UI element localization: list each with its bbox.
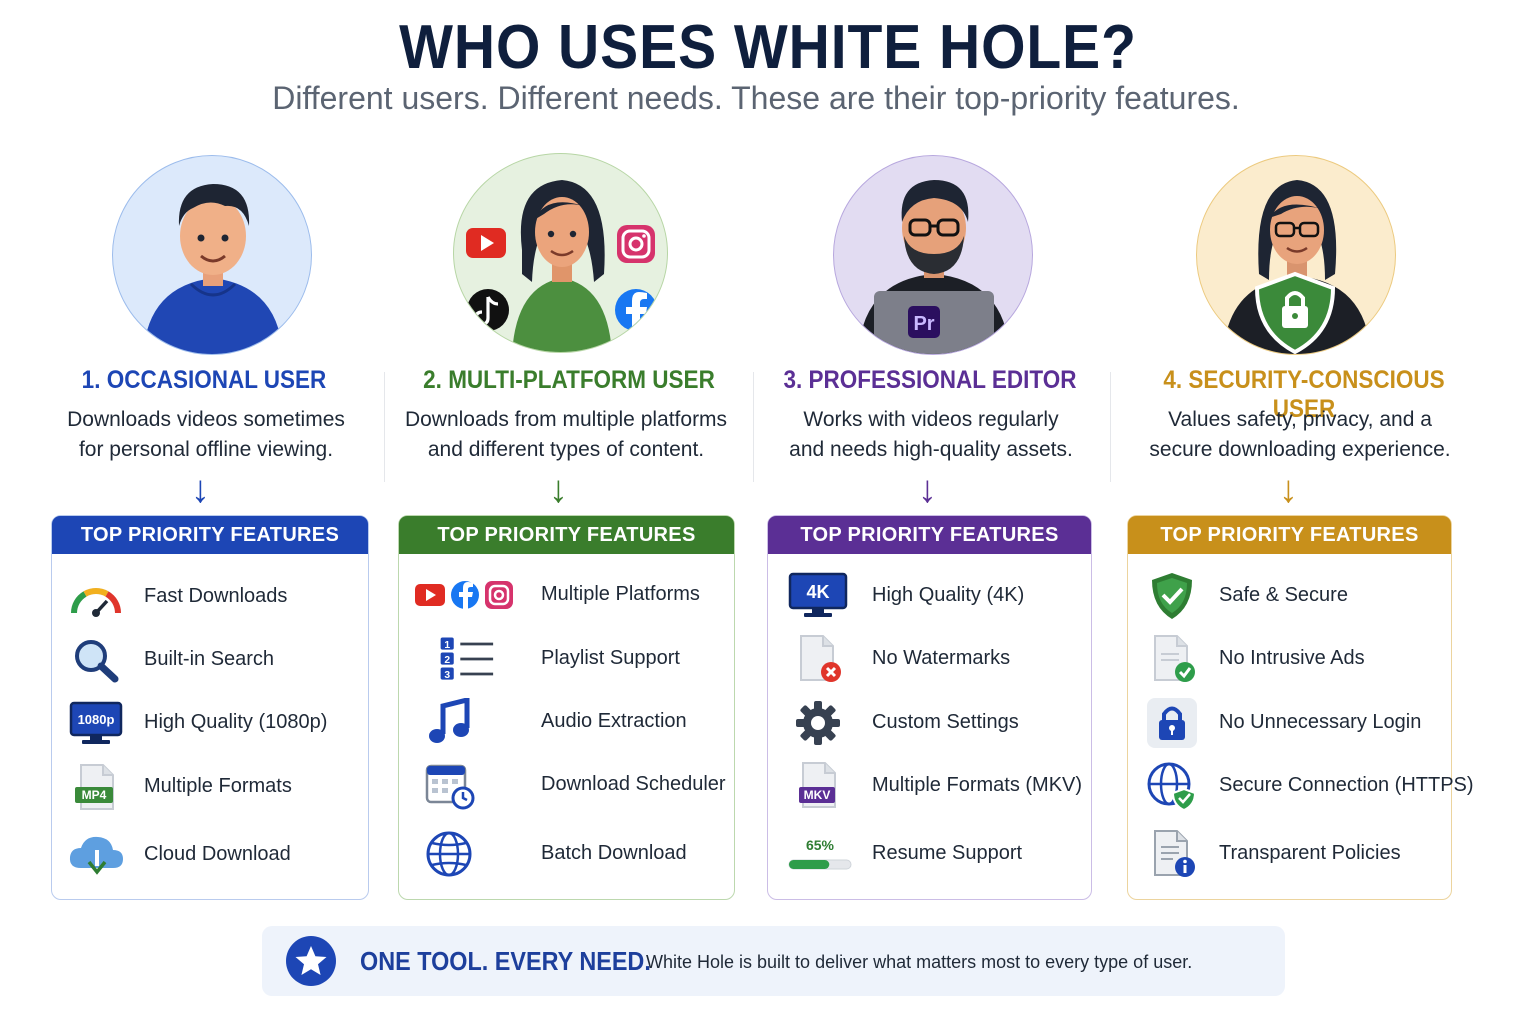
feature-label: Cloud Download — [144, 843, 291, 865]
feature-label: Multiple Formats (MKV) — [872, 774, 1083, 796]
instagram-icon — [617, 225, 655, 263]
persona-title-security: 4. SECURITY-CONSCIOUS USER — [1163, 366, 1445, 423]
calendar-clock-icon — [419, 760, 479, 810]
avatar-occasional-user — [112, 155, 312, 355]
list-number: 2 — [444, 655, 450, 666]
persona-desc-professional: Works with videos regularly and needs hi… — [745, 405, 1117, 465]
resolution-label: 1080p — [78, 712, 115, 727]
down-arrow-icon: ↓ — [1279, 469, 1298, 511]
progress-bar-icon: 65% — [788, 829, 854, 879]
persona-desc-line: and different types of content. — [427, 438, 705, 461]
feature-label: Custom Settings — [872, 711, 1019, 733]
persona-title-multi-platform: 2. MULTI-PLATFORM USER — [423, 366, 715, 394]
persona-desc-line: for personal offline viewing. — [78, 438, 334, 461]
persona-desc-line: and needs high-quality assets. — [789, 438, 1073, 461]
feature-label: Built-in Search — [144, 648, 275, 670]
feature-label: Download Scheduler — [541, 773, 726, 795]
persona-desc-multi-platform: Downloads from multiple platforms and di… — [380, 405, 752, 465]
feature-label: No Unnecessary Login — [1219, 711, 1422, 733]
shield-check-icon — [1142, 571, 1202, 621]
document-check-icon — [1142, 634, 1202, 684]
features-card-occasional: TOP PRIORITY FEATURES Fast Downloads Bui… — [51, 515, 369, 900]
persona-title-professional: 3. PROFESSIONAL EDITOR — [783, 366, 1077, 394]
feature-label: Playlist Support — [541, 647, 680, 669]
banner-headline: ONE TOOL. EVERY NEED. — [360, 946, 651, 976]
premiere-label: Pr — [913, 313, 934, 335]
down-arrow-icon: ↓ — [918, 469, 937, 511]
feature-label: Audio Extraction — [541, 710, 687, 732]
persona-title-occasional: 1. OCCASIONAL USER — [81, 366, 327, 394]
feature-label: No Watermarks — [872, 647, 1011, 669]
feature-label: Safe & Secure — [1219, 584, 1348, 606]
speedometer-icon — [66, 572, 126, 622]
features-card-multi-platform: TOP PRIORITY FEATURES Multiple Platforms… — [398, 515, 735, 900]
card-header: TOP PRIORITY FEATURES — [399, 516, 734, 554]
column-divider — [1110, 372, 1111, 482]
features-card-security: TOP PRIORITY FEATURES Safe & Secure No I… — [1127, 515, 1474, 900]
persona-desc-line: secure downloading experience. — [1149, 438, 1451, 461]
monitor-1080p-icon: 1080p — [66, 698, 126, 748]
progress-label: 65% — [806, 837, 835, 853]
list-number: 1 — [444, 640, 450, 651]
persona-desc-occasional: Downloads videos sometimes for personal … — [20, 405, 392, 465]
document-info-icon — [1142, 829, 1202, 879]
persona-desc-line: Works with videos regularly — [803, 408, 1059, 431]
features-card-professional: TOP PRIORITY FEATURES 4K High Quality (4… — [767, 515, 1092, 900]
column-divider — [384, 372, 385, 482]
padlock-icon — [1142, 698, 1202, 748]
feature-label: Batch Download — [541, 842, 687, 864]
cloud-download-icon — [66, 830, 126, 880]
persona-desc-line: Downloads videos sometimes — [67, 408, 345, 431]
feature-label: Transparent Policies — [1219, 842, 1401, 864]
avatar-professional-editor: Pr — [833, 155, 1033, 355]
resolution-label: 4K — [806, 582, 829, 602]
down-arrow-icon: ↓ — [191, 469, 210, 511]
card-header: TOP PRIORITY FEATURES — [1128, 516, 1451, 554]
feature-label: Multiple Formats — [144, 775, 292, 797]
numbered-list-icon: 1 2 3 — [435, 634, 495, 684]
star-icon — [286, 936, 336, 986]
mp4-file-icon: MP4 — [66, 762, 126, 812]
feature-label: Resume Support — [872, 842, 1023, 864]
feature-label: No Intrusive Ads — [1219, 647, 1365, 669]
avatar-multi-platform-user — [453, 153, 668, 353]
page-title: WHO USES WHITE HOLE? — [399, 13, 1137, 82]
avatar-security-conscious-user — [1196, 155, 1396, 355]
feature-label: High Quality (1080p) — [144, 711, 328, 733]
feature-label: High Quality (4K) — [872, 584, 1025, 606]
tiktok-icon — [467, 289, 509, 331]
page-subtitle: Different users. Different needs. These … — [272, 80, 1240, 116]
social-platforms-icon — [413, 570, 517, 620]
magnifier-icon — [66, 635, 126, 685]
persona-desc-line: Downloads from multiple platforms — [404, 408, 728, 431]
monitor-4k-icon: 4K — [788, 571, 848, 621]
feature-label: Fast Downloads — [144, 585, 288, 607]
column-divider — [753, 372, 754, 482]
persona-desc-security: Values safety, privacy, and a secure dow… — [1114, 405, 1486, 465]
gear-icon — [788, 698, 848, 748]
persona-desc-line: Values safety, privacy, and a — [1168, 408, 1432, 431]
feature-label: Secure Connection (HTTPS) — [1219, 774, 1474, 796]
youtube-icon — [466, 228, 506, 258]
down-arrow-icon: ↓ — [549, 469, 568, 511]
no-watermark-file-icon — [788, 634, 848, 684]
feature-label: Multiple Platforms — [541, 583, 700, 605]
facebook-icon — [615, 289, 657, 331]
card-header: TOP PRIORITY FEATURES — [52, 516, 368, 554]
list-number: 3 — [444, 670, 450, 681]
music-note-icon — [419, 697, 479, 747]
format-label: MP4 — [82, 788, 107, 802]
banner-text: White Hole is built to deliver what matt… — [646, 952, 1193, 972]
bottom-banner: ONE TOOL. EVERY NEED. White Hole is buil… — [262, 926, 1285, 996]
globe-icon — [419, 829, 479, 879]
mkv-file-icon: MKV — [788, 761, 848, 811]
globe-shield-icon — [1142, 761, 1202, 811]
format-label: MKV — [804, 788, 831, 802]
card-header: TOP PRIORITY FEATURES — [768, 516, 1091, 554]
